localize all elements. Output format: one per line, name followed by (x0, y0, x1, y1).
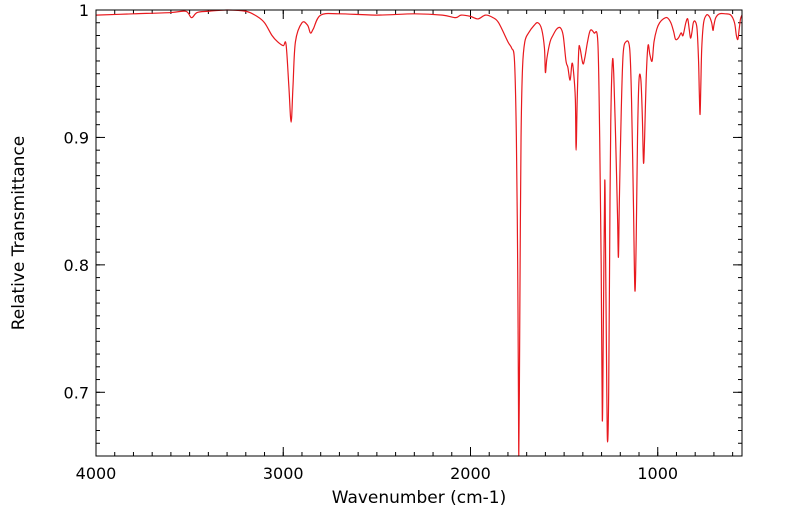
x-axis-title: Wavenumber (cm-1) (332, 488, 507, 508)
y-axis-tick-labels: 1 0.9 0.8 0.7 (64, 1, 89, 402)
x-tick-label: 2000 (450, 464, 491, 483)
y-tick-label: 0.8 (64, 256, 89, 275)
x-tick-label: 3000 (263, 464, 304, 483)
y-tick-label: 0.7 (64, 383, 89, 402)
major-tick-marks (95, 9, 742, 456)
x-tick-label: 4000 (76, 464, 117, 483)
plot-area-frame (95, 9, 743, 457)
y-tick-label: 1 (79, 1, 89, 20)
minor-tick-marks (95, 9, 742, 457)
y-tick-label: 0.9 (64, 128, 89, 147)
x-axis-tick-labels: 4000 3000 2000 1000 (76, 464, 678, 483)
x-tick-label: 1000 (637, 464, 678, 483)
series-line (95, 9, 743, 457)
y-axis-title: Relative Transmittance (9, 136, 29, 331)
